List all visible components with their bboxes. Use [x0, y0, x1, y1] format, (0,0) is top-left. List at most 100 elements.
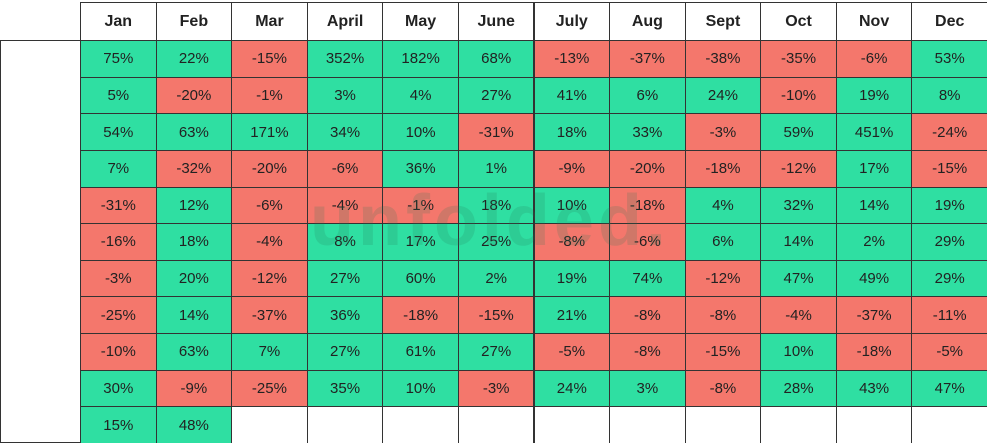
value-cell: -8% [609, 333, 686, 371]
value-cell: -4% [760, 296, 837, 335]
empty-cell [306, 406, 384, 443]
value-cell: 63% [155, 113, 233, 151]
value-cell: 36% [306, 296, 384, 335]
value-cell: 4% [382, 76, 459, 115]
value-cell: -20% [155, 76, 233, 115]
column-header: Jan [80, 2, 157, 41]
value-cell: 2% [457, 259, 535, 298]
value-cell: -6% [306, 149, 384, 188]
value-cell: 33% [609, 113, 686, 151]
value-cell: -6% [609, 223, 686, 261]
value-cell: -16% [80, 223, 157, 261]
value-cell: -6% [835, 40, 913, 78]
value-cell: 29% [911, 223, 987, 261]
value-cell: -3% [80, 259, 157, 298]
value-cell: 17% [835, 149, 913, 188]
year-column-frame [0, 40, 81, 443]
value-cell: 63% [155, 333, 233, 371]
value-cell: -18% [382, 296, 459, 335]
value-cell: 59% [760, 113, 837, 151]
value-cell: 20% [155, 259, 233, 298]
value-cell: -12% [231, 259, 308, 298]
value-cell: 22% [155, 40, 233, 78]
value-cell: -12% [760, 149, 837, 188]
value-cell: 27% [457, 333, 535, 371]
value-cell: -11% [911, 296, 987, 335]
value-cell: 53% [911, 40, 987, 78]
value-cell: -15% [684, 333, 762, 371]
value-cell: -37% [231, 296, 308, 335]
value-cell: 49% [835, 259, 913, 298]
column-header: April [306, 2, 384, 41]
value-cell: 48% [155, 406, 233, 443]
value-cell: 36% [382, 149, 459, 188]
empty-cell [382, 406, 459, 443]
value-cell: -37% [609, 40, 686, 78]
value-cell: 30% [80, 369, 157, 408]
value-cell: 5% [80, 76, 157, 115]
value-cell: 27% [306, 259, 384, 298]
value-cell: 27% [457, 76, 535, 115]
empty-cell [835, 406, 913, 443]
value-cell: 24% [684, 76, 762, 115]
column-header: May [382, 2, 459, 41]
value-cell: 6% [609, 76, 686, 115]
value-cell: -20% [609, 149, 686, 188]
value-cell: 43% [835, 369, 913, 408]
value-cell: 14% [155, 296, 233, 335]
value-cell: 15% [80, 406, 157, 443]
value-cell: 8% [911, 76, 987, 115]
empty-cell [457, 406, 535, 443]
value-cell: -1% [382, 186, 459, 225]
value-cell: 74% [609, 259, 686, 298]
value-cell: -31% [80, 186, 157, 225]
empty-cell [760, 406, 837, 443]
value-cell: 2% [835, 223, 913, 261]
column-header: Dec [911, 2, 987, 41]
value-cell: -18% [835, 333, 913, 371]
value-cell: 60% [382, 259, 459, 298]
value-cell: 29% [911, 259, 987, 298]
column-header: Oct [760, 2, 837, 41]
value-cell: -18% [609, 186, 686, 225]
value-cell: -31% [457, 113, 535, 151]
value-cell: 3% [306, 76, 384, 115]
value-cell: 10% [382, 369, 459, 408]
value-cell: -25% [80, 296, 157, 335]
value-cell: -37% [835, 296, 913, 335]
value-cell: 6% [684, 223, 762, 261]
value-cell: 7% [80, 149, 157, 188]
value-cell: -32% [155, 149, 233, 188]
value-cell: 21% [533, 296, 611, 335]
value-cell: 1% [457, 149, 535, 188]
empty-cell [231, 406, 308, 443]
value-cell: 32% [760, 186, 837, 225]
value-cell: -15% [911, 149, 987, 188]
empty-cell [684, 406, 762, 443]
value-cell: 27% [306, 333, 384, 371]
value-cell: 19% [835, 76, 913, 115]
value-cell: 8% [306, 223, 384, 261]
value-cell: -8% [609, 296, 686, 335]
value-cell: -8% [684, 369, 762, 408]
column-header: Aug [609, 2, 686, 41]
value-cell: -15% [231, 40, 308, 78]
value-cell: -5% [533, 333, 611, 371]
value-cell: 18% [533, 113, 611, 151]
value-cell: -25% [231, 369, 308, 408]
column-header: Nov [835, 2, 913, 41]
value-cell: -35% [760, 40, 837, 78]
value-cell: 54% [80, 113, 157, 151]
value-cell: -18% [684, 149, 762, 188]
value-cell: -4% [231, 223, 308, 261]
column-header: June [457, 2, 535, 41]
value-cell: 14% [835, 186, 913, 225]
value-cell: -10% [80, 333, 157, 371]
value-cell: -38% [684, 40, 762, 78]
empty-cell [609, 406, 686, 443]
value-cell: 3% [609, 369, 686, 408]
empty-cell [533, 406, 611, 443]
value-cell: 19% [533, 259, 611, 298]
value-cell: 4% [684, 186, 762, 225]
value-cell: 34% [306, 113, 384, 151]
